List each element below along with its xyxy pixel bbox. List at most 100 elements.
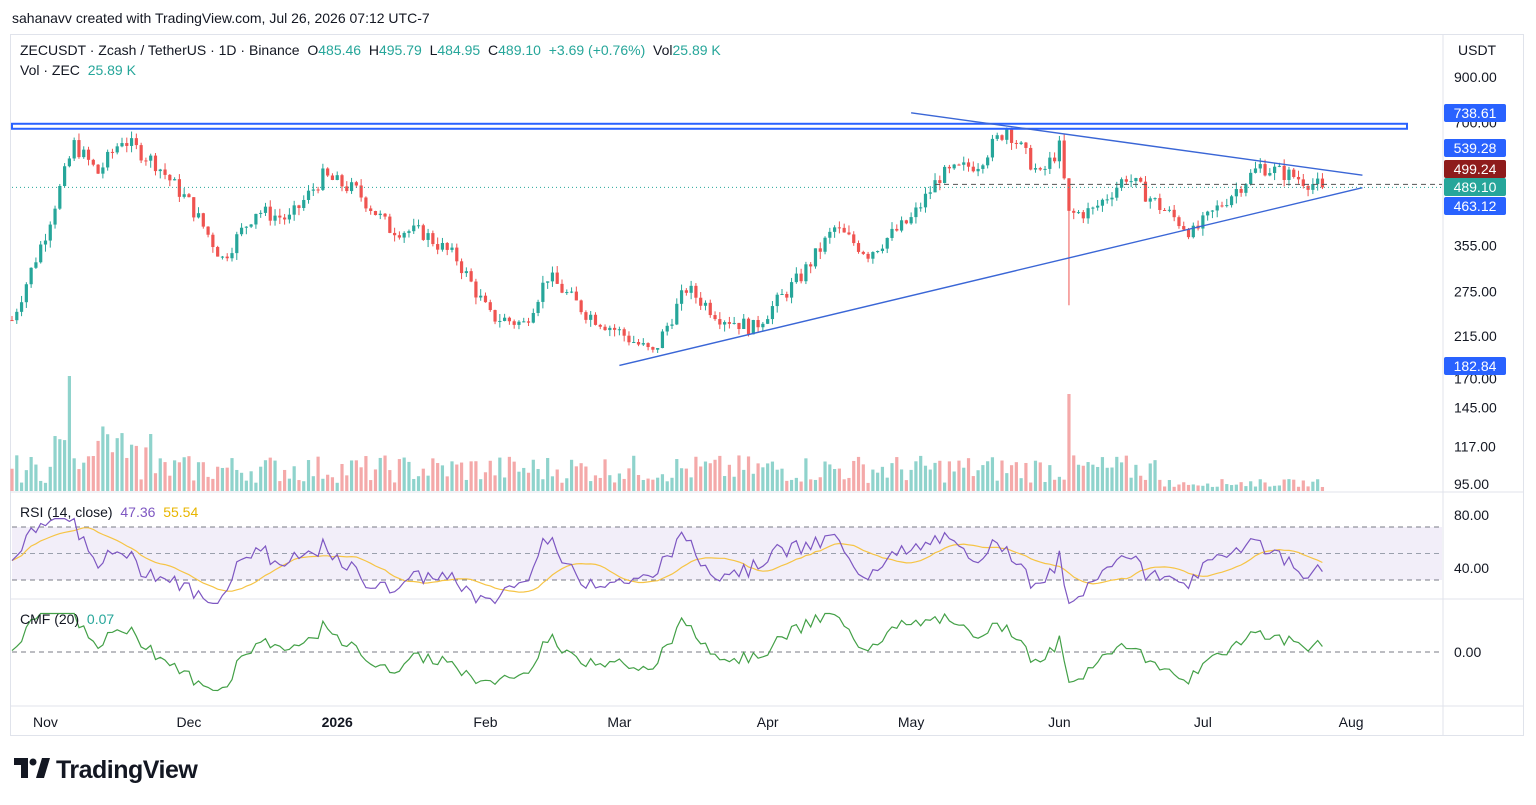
price-tag	[1444, 160, 1506, 178]
volume-bar	[1301, 480, 1305, 491]
price-tag-label: 499.24	[1454, 161, 1497, 177]
candle-body	[1191, 225, 1195, 238]
candle-body	[86, 149, 91, 160]
candle-body	[1005, 129, 1009, 140]
candle-body	[1296, 176, 1301, 180]
candle-body	[436, 244, 440, 250]
volume-bar	[756, 463, 760, 491]
volume-bar	[67, 376, 71, 491]
volume-bar	[526, 472, 531, 491]
candle-body	[818, 248, 822, 252]
rsi-legend[interactable]: RSI (14, close) 47.36 55.54	[20, 504, 198, 520]
candle-body	[708, 302, 712, 316]
candle-body	[1076, 212, 1081, 214]
candle-body	[512, 321, 516, 325]
volume-bar	[1210, 486, 1215, 491]
volume-bar	[1225, 484, 1229, 491]
volume-bar	[1038, 462, 1042, 491]
candle-body	[1119, 179, 1124, 188]
price-tick-label: 900.00	[1454, 69, 1497, 85]
cmf-label: CMF (20)	[20, 611, 80, 627]
candle-body	[1244, 184, 1248, 193]
candle-body	[732, 322, 736, 324]
candle-body	[823, 237, 827, 252]
volume-bar	[469, 461, 473, 491]
volume-bar	[689, 477, 693, 491]
candle-body	[397, 235, 401, 238]
volume-bar	[306, 460, 311, 491]
volume-bar	[364, 456, 368, 491]
volume-bar	[565, 478, 569, 491]
volume-bar	[412, 478, 416, 491]
volume-bar	[823, 461, 827, 491]
volume-bar	[1320, 486, 1325, 491]
candle-body	[373, 210, 378, 216]
volume-bar	[82, 462, 86, 491]
volume-bar	[876, 472, 880, 491]
volume-bar	[522, 467, 526, 491]
volume-bar	[283, 469, 287, 491]
volume-bar	[560, 482, 564, 491]
volume-bar	[77, 469, 81, 491]
volume-legend[interactable]: Vol · ZEC 25.89 K	[20, 62, 136, 78]
candle-body	[1148, 198, 1152, 202]
candle-body	[789, 282, 794, 298]
volume-bar	[541, 479, 545, 491]
candle-body	[106, 151, 110, 168]
candle-body	[1048, 157, 1052, 169]
volume-bar	[699, 466, 703, 491]
candle-body	[120, 143, 124, 147]
candle-body	[546, 281, 550, 283]
candle-body	[890, 228, 894, 238]
candle-body	[665, 325, 669, 332]
candle-body	[1009, 129, 1014, 143]
candle-body	[842, 227, 846, 233]
candle-body	[617, 329, 621, 331]
candle-body	[268, 206, 272, 221]
volume-bar	[1019, 478, 1023, 491]
candle-body	[378, 213, 382, 216]
volume-bar	[995, 480, 999, 491]
time-axis-label: Mar	[607, 714, 631, 730]
symbol-legend[interactable]: ZECUSDT · Zcash / TetherUS · 1D · Binanc…	[20, 42, 721, 58]
volume-bar	[383, 455, 387, 491]
candle-body	[1253, 168, 1258, 173]
candle-body	[359, 185, 363, 198]
trendline-ascending	[619, 187, 1363, 367]
candle-body	[1172, 209, 1176, 218]
volume-bar	[302, 481, 306, 491]
volume-bar	[1206, 483, 1210, 491]
volume-bar	[259, 466, 263, 491]
volume-bar	[622, 478, 626, 491]
volume-bar	[1043, 481, 1047, 491]
candle-body	[440, 242, 445, 250]
volume-bar	[598, 477, 602, 491]
candle-body	[565, 292, 569, 294]
candle-body	[1277, 165, 1281, 167]
candle-body	[163, 169, 167, 175]
volume-bar	[938, 460, 942, 491]
volume-bar	[311, 476, 315, 491]
candle-body	[192, 197, 196, 218]
volume-bar	[1115, 456, 1119, 491]
candle-body	[971, 166, 975, 172]
candle-body	[1100, 199, 1105, 206]
candle-body	[1206, 211, 1210, 216]
cmf-legend[interactable]: CMF (20) 0.07	[20, 611, 114, 627]
time-axis-label: Apr	[757, 714, 779, 730]
volume-bar	[1263, 482, 1267, 491]
volume-bar	[483, 472, 488, 491]
volume-bar	[297, 480, 301, 491]
volume-bar	[354, 460, 358, 491]
candle-body	[613, 327, 617, 330]
candle-body	[589, 314, 593, 320]
volume-bar	[1029, 482, 1033, 491]
candle-body	[1067, 178, 1071, 211]
volume-bar	[809, 479, 813, 491]
candle-body	[1163, 209, 1167, 211]
volume-bar	[1316, 479, 1320, 491]
volume-bar	[1229, 485, 1234, 491]
volume-bar	[153, 473, 158, 491]
price-tag-label: 463.12	[1454, 198, 1497, 214]
